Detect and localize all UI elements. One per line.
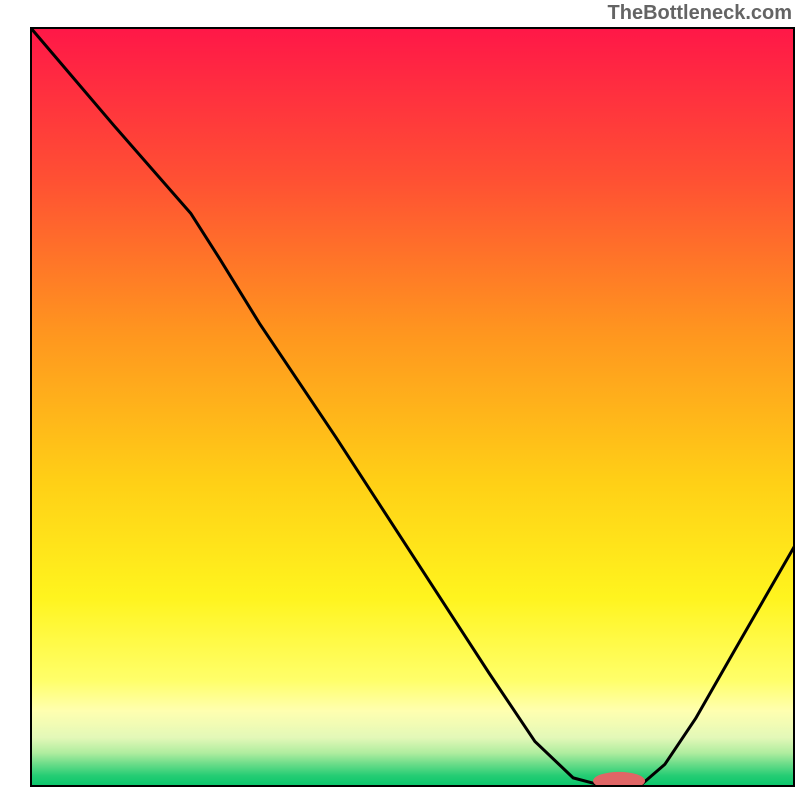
attribution-text: TheBottleneck.com — [608, 2, 792, 25]
chart-container: TheBottleneck.com — [0, 0, 800, 800]
plot-svg — [30, 27, 795, 787]
gradient-background — [30, 27, 795, 787]
plot-area — [30, 27, 795, 787]
